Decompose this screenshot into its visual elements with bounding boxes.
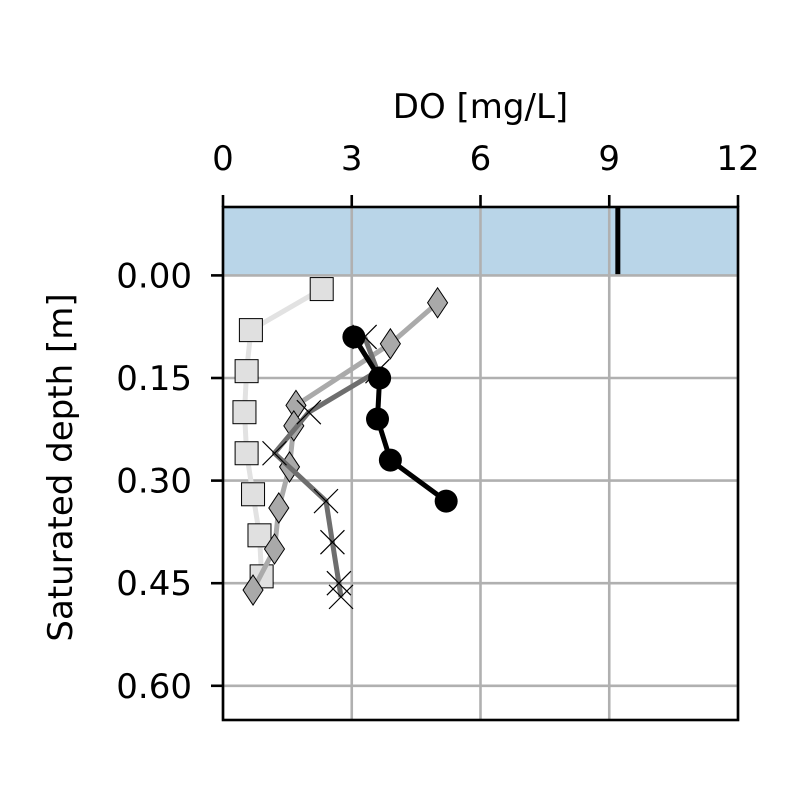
black-circles-point-2 bbox=[366, 407, 389, 431]
black-circles-point-3 bbox=[378, 448, 402, 472]
series-layer bbox=[232, 277, 458, 610]
black-circles-point-4 bbox=[434, 489, 458, 513]
dark-crosses-line bbox=[272, 336, 380, 598]
light-squares-point-0 bbox=[309, 277, 334, 302]
x-axis-label: DO [mg/L] bbox=[393, 87, 568, 127]
dark-crosses-point-3 bbox=[262, 440, 287, 466]
dark-crosses-point-7 bbox=[328, 584, 354, 610]
grid-layer bbox=[221, 207, 740, 720]
x-tick-label-2: 6 bbox=[470, 139, 492, 179]
tick-layer: 0 3 6 9 12 0.00 0.15 0.30 0.45 0.60 bbox=[116, 139, 759, 707]
x-tick-label-4: 12 bbox=[716, 139, 759, 179]
y-tick-label-0: 0.00 bbox=[116, 256, 192, 296]
grey-diamonds-point-1 bbox=[379, 327, 401, 360]
light-squares-point-3 bbox=[232, 400, 257, 425]
black-circles-point-0 bbox=[342, 325, 366, 349]
light-squares-point-1 bbox=[238, 318, 263, 343]
black-circles-point-1 bbox=[368, 366, 392, 390]
grey-diamonds-point-6 bbox=[263, 533, 286, 565]
y-tick-label-1: 0.15 bbox=[116, 359, 192, 399]
y-tick-label-2: 0.30 bbox=[116, 462, 192, 502]
y-axis-label: Saturated depth [m] bbox=[41, 293, 81, 641]
light-squares-point-2 bbox=[234, 359, 259, 384]
grey-diamonds-point-5 bbox=[268, 492, 290, 524]
dark-crosses-point-5 bbox=[320, 529, 345, 555]
light-squares-point-6 bbox=[247, 523, 272, 548]
x-tick-label-1: 3 bbox=[341, 139, 363, 179]
light-squares-point-4 bbox=[234, 441, 259, 466]
y-tick-label-4: 0.60 bbox=[116, 667, 192, 707]
dark-crosses-point-4 bbox=[313, 488, 339, 514]
x-tick-label-0: 0 bbox=[212, 139, 234, 179]
light-squares-point-5 bbox=[241, 482, 266, 507]
dark-crosses-point-2 bbox=[296, 399, 322, 425]
grey-diamonds-point-0 bbox=[426, 286, 449, 319]
y-tick-label-3: 0.45 bbox=[116, 564, 192, 604]
x-tick-label-3: 9 bbox=[598, 139, 620, 179]
grey-diamonds-point-7 bbox=[242, 574, 264, 606]
